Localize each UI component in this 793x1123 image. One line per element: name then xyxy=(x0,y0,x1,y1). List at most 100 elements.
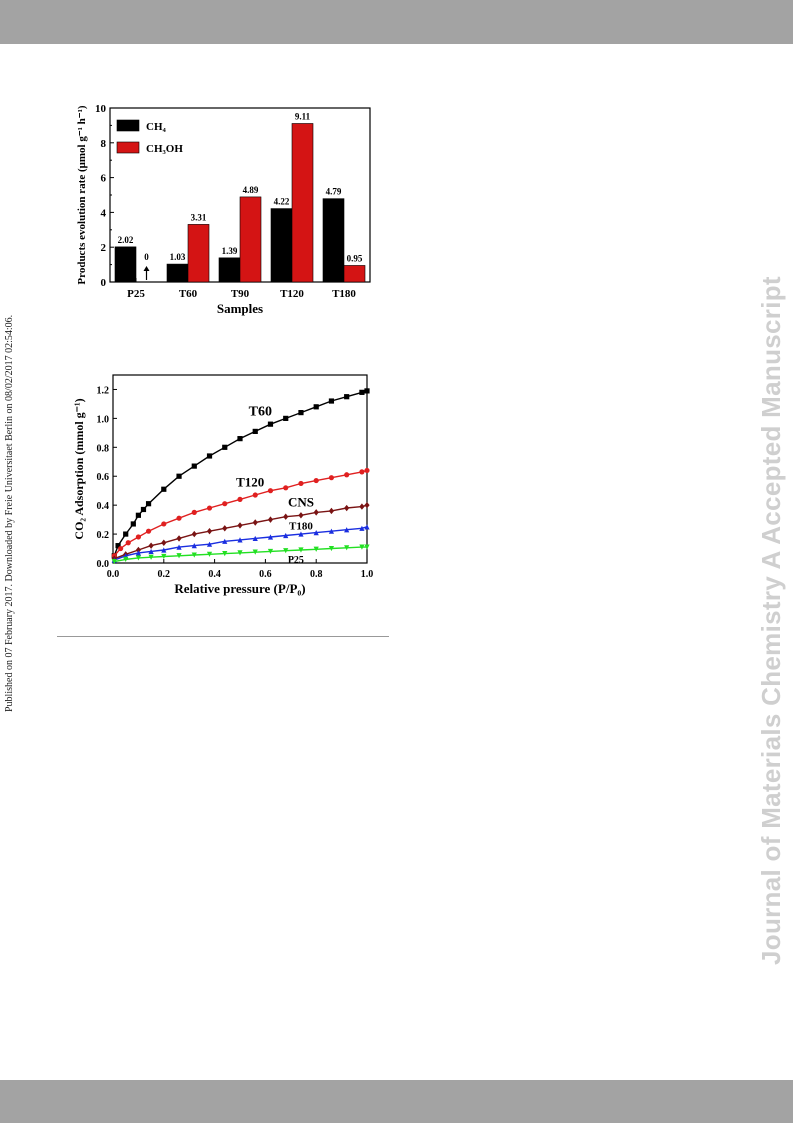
data-point xyxy=(328,528,335,534)
line-y-tick-label: 0.0 xyxy=(97,559,110,570)
data-point xyxy=(298,410,304,416)
bar-ch3oh xyxy=(239,196,262,283)
bar-ch4 xyxy=(114,246,137,283)
data-point xyxy=(135,550,141,556)
data-point xyxy=(252,549,258,555)
bar-data-label: 9.11 xyxy=(295,111,311,121)
data-point xyxy=(161,521,167,527)
bar-y-tick-label: 0 xyxy=(101,277,107,289)
data-point xyxy=(176,535,182,542)
data-point xyxy=(135,555,141,561)
data-point xyxy=(222,501,228,507)
data-point xyxy=(267,488,274,494)
line-x-tick-label: 0.6 xyxy=(259,569,272,580)
line-y-tick-label: 0.8 xyxy=(97,443,110,454)
data-point xyxy=(148,542,154,549)
series-t120 xyxy=(111,467,370,559)
data-point xyxy=(206,541,213,547)
data-point xyxy=(313,404,319,410)
bar-ch4 xyxy=(270,208,293,283)
line-x-tick-label: 1.0 xyxy=(361,569,374,580)
bar-data-label: 0 xyxy=(144,252,149,262)
top-header-band xyxy=(0,0,793,44)
bar-x-tick-label: P25 xyxy=(127,288,145,300)
data-point xyxy=(191,543,197,549)
line-y-axis-title: CO₂ Adsorption (mmol g⁻¹) xyxy=(72,398,86,539)
data-point xyxy=(176,553,182,559)
data-point xyxy=(145,501,152,507)
series-p25 xyxy=(111,544,370,565)
data-point xyxy=(313,546,319,552)
data-point xyxy=(176,515,182,521)
data-point xyxy=(364,388,370,394)
data-point xyxy=(359,503,365,510)
line-y-tick-label: 0.6 xyxy=(97,472,110,483)
bar-data-label: 1.39 xyxy=(222,246,238,256)
legend-label: CH₃OH xyxy=(146,143,183,155)
bar-ch3oh xyxy=(291,123,314,283)
bar-y-tick-label: 10 xyxy=(95,103,107,115)
bar-ch4 xyxy=(322,198,345,283)
line-y-tick-label: 1.2 xyxy=(97,385,110,396)
data-point xyxy=(328,545,335,552)
data-point xyxy=(344,545,350,551)
data-point xyxy=(283,485,289,491)
series-t60 xyxy=(111,388,370,559)
data-point xyxy=(359,389,365,395)
data-point xyxy=(313,530,319,536)
data-point xyxy=(115,543,121,549)
bar-data-label: 1.03 xyxy=(170,252,186,262)
bar-data-label: 0.95 xyxy=(347,253,363,263)
series-line xyxy=(114,546,367,563)
bar-y-tick-label: 4 xyxy=(101,207,107,219)
data-point xyxy=(135,534,141,540)
data-point xyxy=(364,467,370,474)
data-point xyxy=(298,480,304,487)
data-point xyxy=(328,475,335,481)
line-y-tick-label: 0.4 xyxy=(97,501,110,512)
data-point xyxy=(206,527,213,535)
bar-x-axis-title: Samples xyxy=(217,301,263,316)
bar-data-label: 4.89 xyxy=(243,185,259,195)
data-point xyxy=(267,534,274,540)
curve-label: T60 xyxy=(249,404,272,419)
data-point xyxy=(206,453,213,459)
data-point xyxy=(313,477,319,484)
data-point xyxy=(145,528,152,534)
data-point xyxy=(252,428,258,434)
data-point xyxy=(161,539,167,546)
data-point xyxy=(135,512,141,518)
bar-x-tick-label: T60 xyxy=(179,288,198,300)
data-point xyxy=(344,394,350,400)
legend-label: CH₄ xyxy=(146,121,167,133)
data-point xyxy=(191,530,197,538)
data-point xyxy=(344,472,350,478)
bar-y-axis-title: Products evolution rate (μmol g⁻¹ h⁻¹) xyxy=(76,105,88,284)
bar-data-label: 3.31 xyxy=(191,212,207,222)
data-point xyxy=(161,553,167,560)
data-point xyxy=(161,547,167,553)
data-point xyxy=(237,496,243,502)
bar-data-label: 2.02 xyxy=(118,235,134,245)
curve-label: T180 xyxy=(289,521,313,533)
line-y-tick-label: 0.2 xyxy=(97,530,110,541)
data-point xyxy=(111,558,117,565)
line-x-tick-label: 0.4 xyxy=(208,569,221,580)
bar-chart: 0 2 4 6 8 10 P25 2.02 0 T60 1.03 3.31 T90 1.39 4.89 T12… xyxy=(76,103,371,316)
curve-label: T120 xyxy=(236,474,264,489)
bar-ch3oh xyxy=(187,224,210,283)
bar-y-tick-label: 6 xyxy=(101,173,107,185)
data-point xyxy=(222,525,228,532)
curve-label: P25 xyxy=(288,555,304,566)
bar-ch3oh xyxy=(343,265,366,283)
data-point xyxy=(222,551,228,557)
zero-arrow-head xyxy=(143,266,150,271)
bottom-footer-band xyxy=(0,1080,793,1123)
data-point xyxy=(328,507,335,515)
data-point xyxy=(237,537,243,543)
data-point xyxy=(328,398,335,404)
data-point xyxy=(123,556,129,562)
data-point xyxy=(125,540,131,546)
data-point xyxy=(222,538,228,544)
